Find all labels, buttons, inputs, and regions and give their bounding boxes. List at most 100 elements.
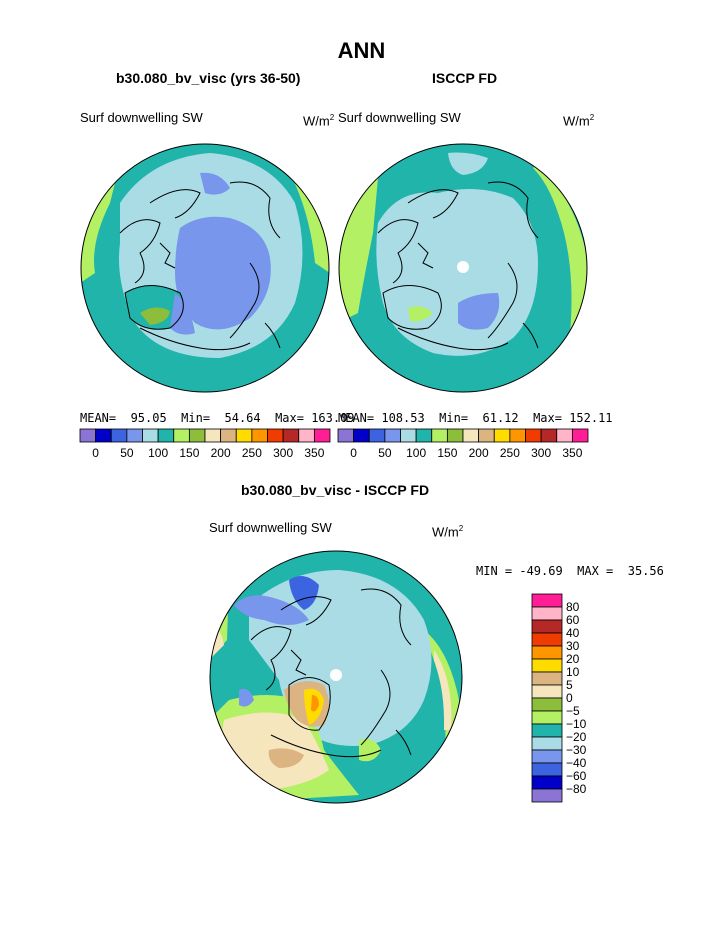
colorbar-tick-label: −80	[566, 782, 587, 796]
right-panel-title: ISCCP FD	[432, 70, 498, 86]
colorbar-swatch	[353, 428, 370, 443]
right-panel-stats: MEAN= 108.53 Min= 61.12 Max= 152.11	[338, 411, 613, 425]
left-panel-field-label: Surf downwelling SW	[80, 110, 203, 125]
colorbar-swatch	[142, 428, 159, 443]
colorbar-tick-label: 30	[566, 639, 580, 653]
diff-colorbar-ticks: 80 60 40 30 20 10 5 0 −5 −10 −20 −30 −40 −60 −80	[566, 594, 606, 802]
colorbar-tick-label: 150	[437, 446, 458, 460]
right-panel-field-label: Surf downwelling SW	[338, 110, 461, 125]
colorbar-tick-label: 50	[120, 446, 134, 460]
colorbar-swatch	[188, 428, 206, 443]
left-colorbar	[79, 428, 331, 443]
colorbar-swatch	[313, 428, 331, 443]
colorbar-swatch	[531, 671, 563, 686]
colorbar-swatch	[531, 658, 563, 673]
colorbar-swatch	[95, 428, 112, 443]
colorbar-swatch	[531, 788, 563, 803]
colorbar-tick-label: 200	[468, 446, 489, 460]
colorbar-swatch	[493, 428, 511, 443]
colorbar-swatch	[282, 428, 300, 443]
colorbar-tick-label: 20	[566, 652, 580, 666]
colorbar-swatch	[531, 723, 563, 738]
colorbar-tick-label: 350	[562, 446, 583, 460]
colorbar-swatch	[531, 762, 563, 777]
colorbar-tick-label: 250	[499, 446, 520, 460]
colorbar-tick-label: 100	[406, 446, 427, 460]
left-colorbar-ticks: 0 50 100 150 200 250 300 350	[80, 446, 330, 462]
diff-polar-map	[209, 550, 463, 804]
colorbar-swatch	[509, 428, 526, 443]
colorbar-swatch	[400, 428, 417, 443]
colorbar-tick-label: 0	[566, 691, 573, 705]
colorbar-swatch	[531, 606, 563, 621]
page-title: ANN	[337, 38, 386, 63]
colorbar-swatch	[531, 697, 563, 712]
colorbar-tick-label: 350	[304, 446, 325, 460]
diff-panel-title: b30.080_bv_visc - ISCCP FD	[241, 482, 430, 498]
colorbar-tick-label: 50	[378, 446, 392, 460]
diff-panel-units: W/m2	[432, 524, 464, 540]
diff-panel-stats: MIN = -49.69 MAX = 35.56	[476, 564, 664, 578]
colorbar-swatch	[531, 645, 563, 660]
colorbar-swatch	[556, 428, 573, 443]
colorbar-swatch	[478, 428, 495, 443]
colorbar-tick-label: 300	[531, 446, 552, 460]
right-colorbar	[337, 428, 589, 443]
colorbar-swatch	[531, 632, 563, 647]
colorbar-swatch	[571, 428, 589, 443]
colorbar-swatch	[298, 428, 315, 443]
colorbar-swatch	[173, 428, 190, 443]
colorbar-swatch	[251, 428, 268, 443]
colorbar-tick-label: 300	[273, 446, 294, 460]
colorbar-tick-label: −60	[566, 769, 587, 783]
colorbar-tick-label: 100	[148, 446, 169, 460]
colorbar-swatch	[431, 428, 448, 443]
colorbar-tick-label: 40	[566, 626, 580, 640]
colorbar-tick-label: −30	[566, 743, 587, 757]
colorbar-swatch	[157, 428, 175, 443]
right-colorbar-ticks: 0 50 100 150 200 250 300 350	[338, 446, 588, 462]
colorbar-swatch	[126, 428, 143, 443]
colorbar-swatch	[531, 710, 563, 725]
left-panel-title: b30.080_bv_visc (yrs 36-50)	[116, 70, 301, 86]
colorbar-swatch	[531, 736, 563, 751]
colorbar-swatch	[531, 775, 563, 790]
right-polar-map	[338, 143, 588, 393]
colorbar-swatch	[384, 428, 401, 443]
colorbar-swatch	[204, 428, 222, 443]
colorbar-tick-label: 200	[210, 446, 231, 460]
colorbar-tick-label: −40	[566, 756, 587, 770]
colorbar-swatch	[267, 428, 284, 443]
colorbar-swatch	[235, 428, 253, 443]
colorbar-tick-label: 0	[92, 446, 99, 460]
colorbar-tick-label: 80	[566, 600, 580, 614]
left-polar-map	[80, 143, 330, 393]
colorbar-swatch	[415, 428, 433, 443]
colorbar-tick-label: 250	[241, 446, 262, 460]
colorbar-tick-label: 60	[566, 613, 580, 627]
colorbar-tick-label: −5	[566, 704, 580, 718]
colorbar-swatch	[79, 428, 97, 443]
colorbar-swatch	[110, 428, 128, 443]
colorbar-swatch	[531, 593, 563, 608]
colorbar-tick-label: 5	[566, 678, 573, 692]
colorbar-tick-label: −20	[566, 730, 587, 744]
diff-panel-field-label: Surf downwelling SW	[209, 520, 332, 535]
colorbar-tick-label: 0	[350, 446, 357, 460]
colorbar-swatch	[525, 428, 542, 443]
colorbar-tick-label: 150	[179, 446, 200, 460]
diff-colorbar	[531, 593, 563, 803]
colorbar-swatch	[540, 428, 558, 443]
colorbar-swatch	[531, 684, 563, 699]
colorbar-tick-label: −10	[566, 717, 587, 731]
colorbar-swatch	[337, 428, 355, 443]
left-panel-stats: MEAN= 95.05 Min= 54.64 Max= 163.09	[80, 411, 355, 425]
colorbar-tick-label: 10	[566, 665, 580, 679]
colorbar-swatch	[220, 428, 237, 443]
right-panel-units: W/m2	[563, 113, 595, 129]
colorbar-swatch	[531, 619, 563, 634]
colorbar-swatch	[462, 428, 480, 443]
colorbar-swatch	[368, 428, 386, 443]
left-panel-units: W/m2	[303, 113, 335, 129]
colorbar-swatch	[531, 749, 563, 764]
